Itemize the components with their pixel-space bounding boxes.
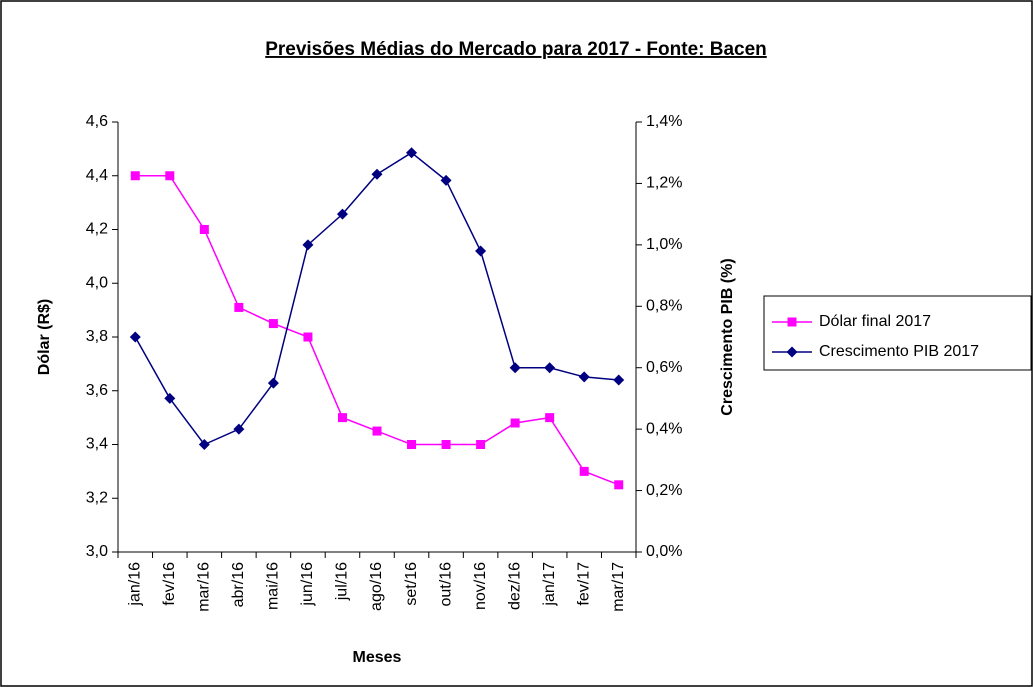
y-tick-label: 3,6 xyxy=(86,382,108,399)
legend-label: Dólar final 2017 xyxy=(819,313,931,330)
marker xyxy=(578,371,590,383)
x-tick-label: mar/17 xyxy=(610,562,627,612)
y2-tick-label: 0,8% xyxy=(646,298,682,315)
x-tick-label: out/16 xyxy=(437,562,454,607)
y-tick-label: 4,4 xyxy=(86,167,108,184)
y-tick-label: 3,2 xyxy=(86,489,108,506)
y2-tick-label: 0,0% xyxy=(646,543,682,560)
y-tick-label: 4,2 xyxy=(86,221,108,238)
y-tick-label: 4,6 xyxy=(86,113,108,130)
x-tick-label: jan/17 xyxy=(541,562,558,607)
marker xyxy=(407,440,417,449)
legend-marker xyxy=(787,317,797,327)
marker xyxy=(130,171,140,181)
marker xyxy=(337,413,347,423)
y-tick-label: 4,0 xyxy=(86,274,108,291)
y2-axis-title: Crescimento PIB (%) xyxy=(719,258,736,415)
marker xyxy=(233,423,245,435)
x-tick-label: jun/16 xyxy=(299,562,316,607)
marker xyxy=(440,174,452,186)
y-tick-label: 3,0 xyxy=(86,543,108,560)
x-tick-label: abr/16 xyxy=(230,562,247,607)
x-tick-label: dez/16 xyxy=(506,562,523,610)
y-tick-label: 3,8 xyxy=(86,328,108,345)
legend-label: Crescimento PIB 2017 xyxy=(819,343,979,360)
marker xyxy=(165,171,175,181)
x-tick-label: mai/16 xyxy=(265,562,282,610)
marker xyxy=(302,239,314,251)
x-tick-label: fev/17 xyxy=(575,562,592,606)
marker xyxy=(267,377,279,389)
x-tick-label: jan/16 xyxy=(126,562,143,607)
y2-tick-label: 1,0% xyxy=(646,236,682,253)
marker xyxy=(303,332,313,342)
x-tick-label: nov/16 xyxy=(472,562,489,610)
marker xyxy=(129,331,141,343)
marker xyxy=(579,466,589,476)
marker xyxy=(614,480,624,490)
marker xyxy=(268,319,278,329)
x-tick-label: set/16 xyxy=(403,562,420,606)
marker xyxy=(475,245,487,257)
y2-tick-label: 0,4% xyxy=(646,420,682,437)
y-tick-label: 3,4 xyxy=(86,436,108,453)
marker xyxy=(441,440,451,449)
marker xyxy=(199,225,209,234)
x-tick-label: fev/16 xyxy=(161,562,178,606)
marker xyxy=(544,362,556,374)
marker xyxy=(545,413,555,423)
marker xyxy=(509,362,521,374)
y2-tick-label: 1,2% xyxy=(646,175,682,192)
legend-marker xyxy=(786,346,798,358)
marker xyxy=(613,374,625,386)
legend-box xyxy=(763,295,1032,371)
marker xyxy=(198,439,210,450)
marker xyxy=(510,418,520,428)
marker xyxy=(371,168,383,180)
marker xyxy=(406,147,418,159)
marker xyxy=(336,208,348,220)
marker xyxy=(372,426,382,436)
marker xyxy=(164,392,176,404)
x-axis-title: Meses xyxy=(353,649,402,666)
marker xyxy=(234,302,244,312)
y2-tick-label: 0,6% xyxy=(646,359,682,376)
x-tick-label: ago/16 xyxy=(368,562,385,611)
y-axis-title: Dólar (R$) xyxy=(36,299,53,375)
y2-tick-label: 1,4% xyxy=(646,113,682,130)
marker xyxy=(476,440,486,449)
x-tick-label: mar/16 xyxy=(196,562,213,612)
y2-tick-label: 0,2% xyxy=(646,482,682,499)
x-tick-label: jul/16 xyxy=(334,562,351,601)
chart-title: Previsões Médias do Mercado para 2017 - … xyxy=(265,39,767,60)
